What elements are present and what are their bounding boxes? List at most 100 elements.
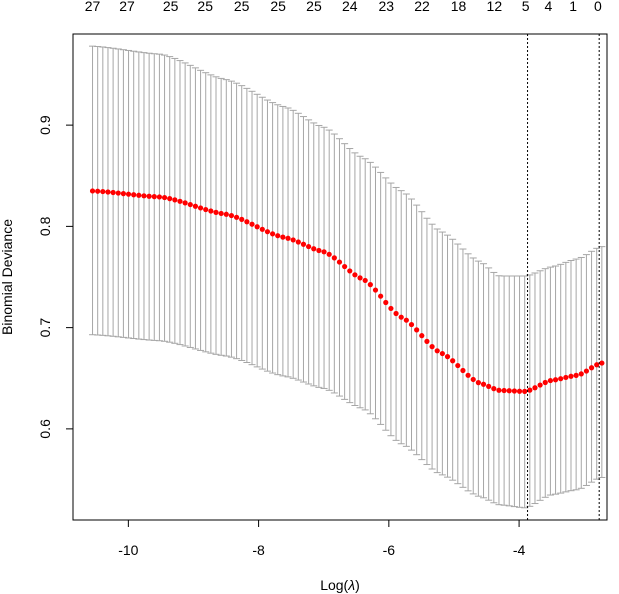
mean-point bbox=[167, 196, 173, 202]
mean-point bbox=[331, 255, 337, 261]
mean-point bbox=[527, 387, 533, 393]
mean-point bbox=[306, 243, 312, 250]
error-bar bbox=[371, 166, 379, 420]
mean-point bbox=[444, 354, 451, 360]
mean-point bbox=[460, 367, 466, 374]
mean-point bbox=[290, 237, 296, 243]
top-axis-label: 25 bbox=[197, 0, 213, 14]
mean-point bbox=[259, 226, 265, 232]
mean-point bbox=[542, 379, 548, 386]
top-axis-label: 12 bbox=[487, 0, 503, 14]
error-bar bbox=[330, 133, 338, 394]
error-bar bbox=[263, 99, 271, 372]
top-axis-label: 27 bbox=[85, 0, 101, 14]
error-bar bbox=[299, 116, 307, 383]
error-bar bbox=[346, 148, 354, 404]
mean-point bbox=[455, 362, 461, 369]
top-axis-labels: 27 27 25 25 25 25 25 24 23 22 18 12 5 4 1 0 bbox=[85, 0, 602, 14]
mean-point bbox=[172, 197, 178, 203]
top-axis-label: 22 bbox=[414, 0, 430, 14]
error-bar bbox=[335, 138, 343, 397]
mean-point bbox=[352, 272, 358, 278]
mean-point bbox=[547, 377, 554, 384]
top-axis-label: 25 bbox=[163, 0, 179, 14]
top-axis-label: 18 bbox=[451, 0, 467, 14]
mean-point bbox=[239, 216, 245, 223]
mean-point bbox=[295, 239, 301, 245]
y-tick-label: 0.9 bbox=[37, 115, 53, 135]
mean-point bbox=[131, 192, 137, 198]
mean-point bbox=[537, 382, 543, 388]
mean-point bbox=[532, 385, 538, 391]
y-tick-label: 0.7 bbox=[37, 318, 53, 338]
mean-point bbox=[491, 386, 497, 392]
mean-point bbox=[439, 350, 445, 357]
error-bar bbox=[243, 87, 251, 364]
mean-point bbox=[244, 219, 250, 225]
mean-point bbox=[573, 372, 579, 378]
mean-point bbox=[398, 314, 404, 320]
mean-point bbox=[511, 388, 517, 394]
error-bar bbox=[269, 102, 277, 374]
error-bar bbox=[248, 90, 256, 366]
error-bar bbox=[279, 105, 287, 377]
x-tick-label: -6 bbox=[383, 542, 396, 558]
mean-point bbox=[228, 212, 235, 219]
mean-point bbox=[342, 263, 348, 270]
mean-point bbox=[434, 348, 440, 354]
mean-point bbox=[336, 259, 343, 265]
mean-point bbox=[594, 362, 600, 368]
mean-point bbox=[218, 210, 224, 217]
mean-point bbox=[516, 388, 523, 394]
error-bar bbox=[315, 124, 323, 388]
mean-point bbox=[367, 282, 373, 288]
mean-point bbox=[197, 205, 204, 211]
mean-point bbox=[264, 229, 271, 235]
mean-point bbox=[378, 293, 384, 299]
mean-point bbox=[429, 344, 435, 350]
error-bar bbox=[474, 260, 482, 497]
mean-point bbox=[141, 193, 147, 199]
mean-point bbox=[233, 214, 240, 220]
top-axis-label: 5 bbox=[522, 0, 530, 14]
mean-point bbox=[362, 277, 368, 284]
error-bar bbox=[274, 104, 282, 376]
mean-point bbox=[95, 188, 101, 194]
mean-point bbox=[208, 208, 214, 214]
mean-point bbox=[403, 317, 409, 323]
mean-point bbox=[450, 358, 456, 364]
error-bar bbox=[356, 155, 364, 409]
mean-point bbox=[347, 268, 353, 274]
vertical-reference-lines bbox=[527, 34, 600, 520]
error-bar bbox=[217, 77, 225, 356]
error-bar bbox=[227, 80, 235, 358]
top-axis-label: 4 bbox=[544, 0, 552, 14]
mean-point bbox=[120, 191, 127, 197]
mean-point bbox=[424, 338, 430, 344]
mean-point bbox=[552, 377, 559, 383]
top-axis-label: 1 bbox=[569, 0, 577, 14]
mean-point bbox=[182, 200, 188, 206]
mean-point bbox=[496, 387, 502, 393]
mean-point bbox=[192, 203, 199, 209]
mean-point bbox=[151, 194, 157, 200]
mean-point bbox=[136, 192, 142, 198]
error-bar bbox=[469, 257, 477, 495]
top-axis-label: 25 bbox=[306, 0, 322, 14]
y-axis: 0.6 0.7 0.8 0.9 bbox=[37, 115, 73, 439]
mean-point bbox=[280, 234, 286, 240]
error-bar bbox=[212, 76, 220, 355]
error-bar bbox=[366, 161, 374, 415]
top-axis-label: 25 bbox=[234, 0, 250, 14]
error-bar bbox=[305, 119, 313, 385]
mean-point bbox=[470, 376, 476, 383]
plot-frame bbox=[72, 33, 608, 521]
error-bar bbox=[320, 126, 328, 389]
error-bar bbox=[351, 152, 359, 407]
mean-point bbox=[125, 191, 132, 197]
x-axis-label: Log(λ) bbox=[320, 577, 360, 593]
x-tick-label: -4 bbox=[513, 542, 526, 558]
mean-point bbox=[383, 299, 389, 306]
mean-point bbox=[269, 231, 276, 237]
